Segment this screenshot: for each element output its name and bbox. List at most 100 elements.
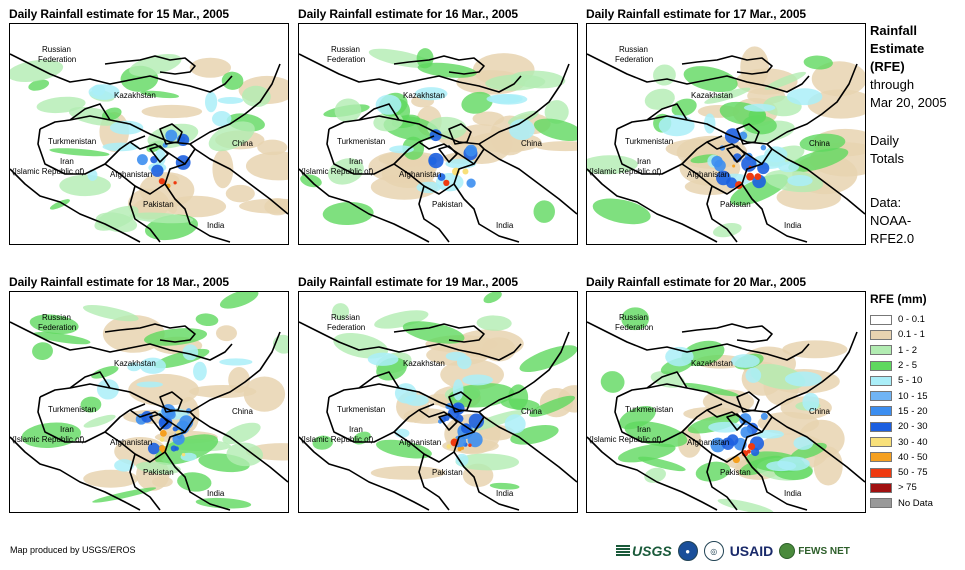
info-heading: (RFE) <box>870 59 905 74</box>
legend-label: 15 - 20 <box>898 405 928 417</box>
legend-swatch <box>870 360 892 371</box>
country-label: (Islamic Republic of) <box>12 167 85 176</box>
country-label: Russian <box>619 313 648 322</box>
legend-label: 2 - 5 <box>898 360 918 372</box>
rainfall-field <box>600 307 848 512</box>
legend-swatch <box>870 329 892 340</box>
country-label: India <box>496 489 514 498</box>
country-borders <box>10 321 288 511</box>
country-label: Russian <box>331 45 360 54</box>
partner-logos: USGS ● ◎ USAID FEWS NET <box>616 540 850 562</box>
legend-label: 30 - 40 <box>898 436 928 448</box>
legend-swatch <box>870 314 892 325</box>
country-label: Turkmenistan <box>48 137 96 146</box>
info-source: RFE2.0 <box>870 231 915 246</box>
country-label: Afghanistan <box>687 438 729 447</box>
country-label: Russian <box>619 45 648 54</box>
country-label: India <box>784 221 802 230</box>
legend-item: 5 - 10 <box>870 373 965 388</box>
rainfall-field <box>300 48 577 226</box>
rainfall-map: Russian Federation Kazakhstan Turkmenistan I… <box>9 291 289 513</box>
legend-item: 30 - 40 <box>870 434 965 449</box>
rainfall-field <box>312 292 577 490</box>
noaa-logo: ● <box>677 541 698 561</box>
country-label: Afghanistan <box>687 170 729 179</box>
rainfall-map: Russian Federation Kazakhstan Turkmenistan I… <box>9 23 289 245</box>
country-label: Pakistan <box>720 468 751 477</box>
country-label: Pakistan <box>432 468 463 477</box>
panel-title: Daily Rainfall estimate for 20 Mar., 200… <box>586 275 807 289</box>
legend-title: RFE (mm) <box>870 292 927 306</box>
country-label: Afghanistan <box>399 170 441 179</box>
country-label: Kazakhstan <box>691 91 733 100</box>
map-info: Rainfall Estimate (RFE) through Mar 20, … <box>870 22 965 248</box>
country-label: Kazakhstan <box>114 359 156 368</box>
legend-label: > 75 <box>898 482 917 494</box>
legend-item: 2 - 5 <box>870 358 965 373</box>
panel-title: Daily Rainfall estimate for 15 Mar., 200… <box>9 7 230 21</box>
legend-item: 50 - 75 <box>870 465 965 480</box>
country-label: India <box>784 489 802 498</box>
country-borders <box>587 53 865 243</box>
country-label: Turkmenistan <box>625 137 673 146</box>
country-label: China <box>809 407 830 416</box>
country-label: Kazakhstan <box>691 359 733 368</box>
usaid-logo: USAID <box>729 543 774 559</box>
globe-icon <box>779 543 796 559</box>
country-label: China <box>232 139 253 148</box>
country-borders <box>299 53 577 243</box>
country-label: Iran <box>60 157 74 166</box>
country-label: Afghanistan <box>110 438 152 447</box>
legend-item: 0 - 0.1 <box>870 312 965 327</box>
country-label: Iran <box>349 425 363 434</box>
legend-item: 40 - 50 <box>870 450 965 465</box>
info-heading: Estimate <box>870 41 925 56</box>
panel-title: Daily Rainfall estimate for 19 Mar., 200… <box>298 275 519 289</box>
panel-title: Daily Rainfall estimate for 17 Mar., 200… <box>586 7 807 21</box>
seal-logo: ◎ <box>703 541 724 561</box>
rainfall-field <box>587 46 865 238</box>
rainfall-map: Russian Federation Kazakhstan Turkmenistan I… <box>586 291 866 513</box>
country-label: Turkmenistan <box>337 137 385 146</box>
legend-swatch <box>870 437 892 448</box>
rainfall-field <box>10 53 288 241</box>
country-label: Pakistan <box>143 468 174 477</box>
usgs-logo: USGS <box>616 543 672 559</box>
country-label: Pakistan <box>143 200 174 209</box>
legend-label: 40 - 50 <box>898 451 928 463</box>
country-label: (Islamic Republic of) <box>301 435 374 444</box>
country-label: China <box>521 139 542 148</box>
legend-item: 10 - 15 <box>870 388 965 403</box>
country-label: Federation <box>615 323 653 332</box>
legend-item: No Data <box>870 496 965 511</box>
legend-swatch <box>870 375 892 386</box>
country-label: China <box>809 139 830 148</box>
country-label: (Islamic Republic of) <box>589 167 662 176</box>
country-label: Pakistan <box>720 200 751 209</box>
country-label: Iran <box>637 425 651 434</box>
legend-item: > 75 <box>870 480 965 495</box>
country-label: Federation <box>38 55 76 64</box>
legend-label: 20 - 30 <box>898 421 928 433</box>
country-label: Afghanistan <box>110 170 152 179</box>
map-credit: Map produced by USGS/EROS <box>10 545 136 555</box>
legend-item: 15 - 20 <box>870 404 965 419</box>
country-label: Federation <box>327 323 365 332</box>
legend-label: 50 - 75 <box>898 467 928 479</box>
country-label: Iran <box>60 425 74 434</box>
country-label: Federation <box>38 323 76 332</box>
country-label: Pakistan <box>432 200 463 209</box>
country-label: (Islamic Republic of) <box>301 167 374 176</box>
country-borders <box>299 321 577 511</box>
legend-item: 1 - 2 <box>870 343 965 358</box>
country-label: Federation <box>327 55 365 64</box>
info-heading: Rainfall <box>870 23 917 38</box>
country-borders <box>587 321 865 511</box>
info-source: NOAA- <box>870 213 912 228</box>
country-label: Federation <box>615 55 653 64</box>
legend-swatch <box>870 498 892 509</box>
country-label: China <box>232 407 253 416</box>
country-label: Russian <box>42 45 71 54</box>
country-label: India <box>207 489 225 498</box>
country-label: (Islamic Republic of) <box>12 435 85 444</box>
